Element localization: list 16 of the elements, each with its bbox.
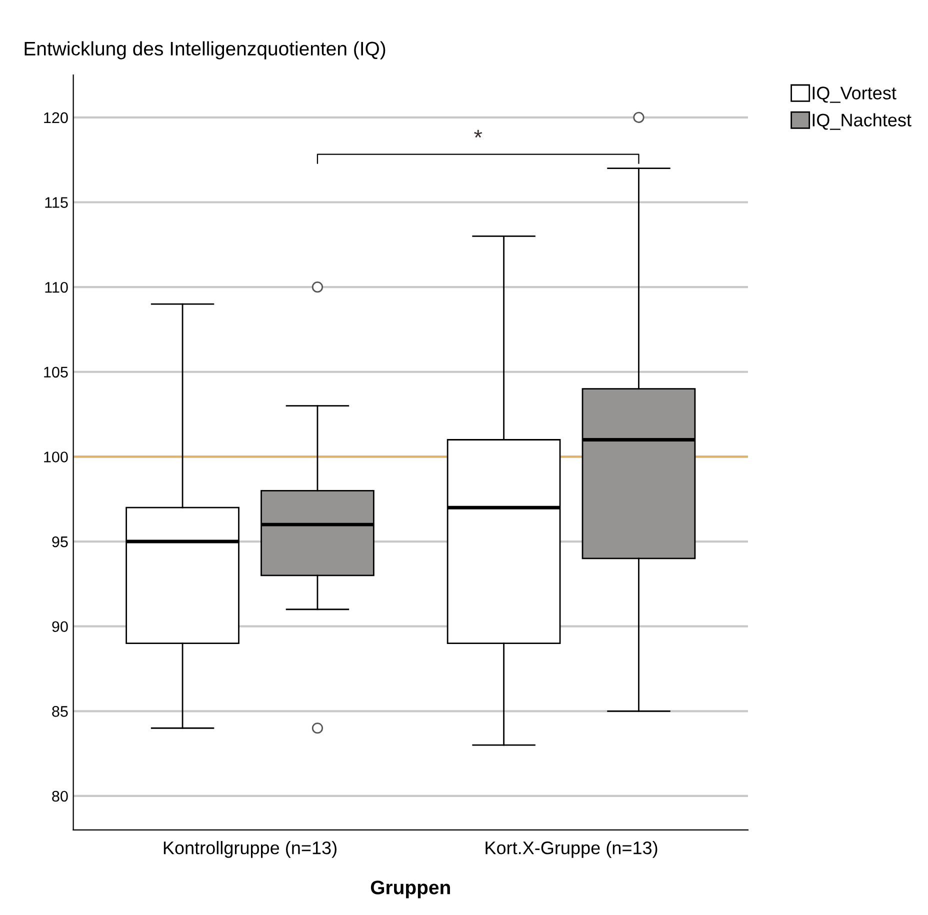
y-tick-label: 95 — [52, 536, 68, 548]
y-tick-label: 110 — [45, 282, 68, 293]
y-tick-label: 100 — [44, 452, 68, 462]
x-tick-label: Kontrollgruppe (n=13) — [164, 841, 336, 858]
annotation: * — [474, 130, 482, 138]
legend-label: IQ_Vortest — [812, 86, 896, 103]
y-tick-label: 85 — [52, 706, 68, 717]
chart-title: Entwicklung des Intelligenzquotienten (IQ) — [24, 41, 386, 60]
y-tick-label: 80 — [52, 790, 68, 802]
x-axis-title: Gruppen — [370, 880, 450, 898]
y-tick-label: 105 — [44, 366, 68, 378]
x-tick-label: Kort.X-Gruppe (n=13) — [486, 841, 658, 858]
y-tick-label: 120 — [44, 112, 68, 124]
legend-label: IQ_Nachtest — [812, 113, 912, 130]
y-tick-label: 90 — [52, 621, 68, 632]
y-tick-label: 115 — [45, 197, 68, 208]
